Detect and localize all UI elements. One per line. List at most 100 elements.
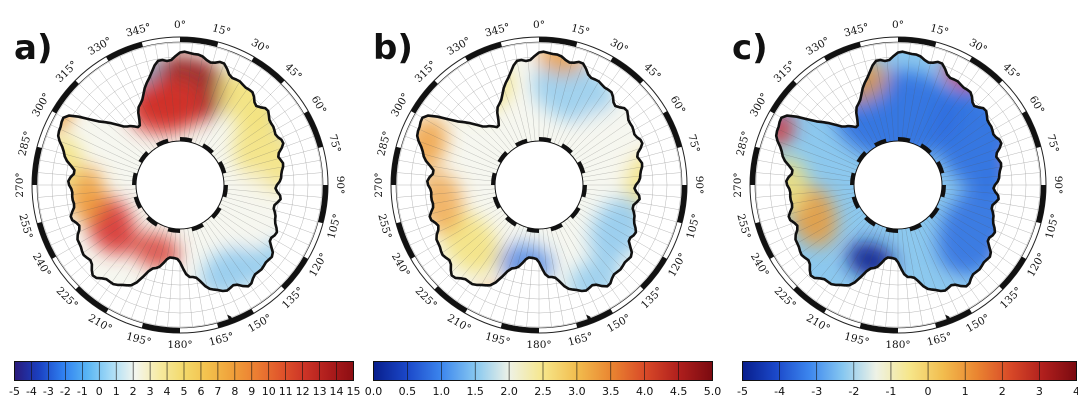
longitude-label: 15° <box>211 22 232 38</box>
longitude-label: 270° <box>14 172 26 197</box>
longitude-label: 105° <box>325 213 343 241</box>
colorbar-c <box>742 361 1077 381</box>
longitude-label: 45° <box>1000 61 1022 83</box>
colorbar-tick-label: 5 <box>180 385 188 398</box>
longitude-label: 75° <box>1044 133 1060 154</box>
longitude-label: 255° <box>375 213 393 241</box>
frame-segment <box>1021 111 1041 149</box>
longitude-label: 195° <box>484 330 512 348</box>
colorbar-tick-label: 12 <box>295 385 310 398</box>
coastline <box>774 50 1003 293</box>
longitude-label: 0° <box>174 19 186 31</box>
colorbar-tick-label: 3.5 <box>602 385 620 398</box>
frame-segment <box>969 56 1003 84</box>
island <box>945 314 952 322</box>
longitude-label: 105° <box>684 213 702 241</box>
colorbar-tick-label: 10 <box>261 385 276 398</box>
colorbar-tick-label: 1 <box>112 385 120 398</box>
colorbar-tick-label: 0 <box>95 385 103 398</box>
colorbar-tick-label: 6 <box>197 385 205 398</box>
longitude-label: 75° <box>326 133 342 154</box>
island <box>227 314 234 322</box>
frame-segment <box>75 286 109 314</box>
longitude-label: 45° <box>641 61 663 83</box>
longitude-label: 255° <box>16 213 34 241</box>
frame-segment <box>610 56 644 84</box>
frame-segment <box>465 42 503 62</box>
longitude-label: 165° <box>567 330 595 348</box>
colorbar-tick-label: -5 <box>737 385 748 398</box>
longitude-label: 15° <box>929 22 950 38</box>
colorbar-tick-label: 14 <box>329 385 344 398</box>
polar-map-c: 0° 15°30°45°60°75°90°105°120°135°150°165°… <box>732 19 1064 351</box>
colorbar-tick-label: 3 <box>146 385 154 398</box>
frame-segment <box>824 42 862 62</box>
colorbar-tick-label: 3.0 <box>568 385 586 398</box>
frame-segment <box>303 111 323 149</box>
colorbar-tick-label: 7 <box>214 385 222 398</box>
frame-segment <box>500 323 540 333</box>
colorbar-tick-label: -1 <box>885 385 897 398</box>
frame-segment <box>575 308 613 328</box>
colorbar-tick-label: 1 <box>961 385 969 398</box>
frame-segment <box>434 286 468 314</box>
frame-segment <box>538 37 578 47</box>
colorbar-gradient <box>742 361 1077 381</box>
longitude-label: 90° <box>693 176 705 195</box>
longitude-label: 60° <box>1027 94 1047 116</box>
panel-b: 0° 15° 30° 45° 60° 75° 90° 105° 120° 135° 150° 165°… <box>359 0 722 403</box>
pole-hole <box>853 140 943 230</box>
frame-segment <box>859 323 899 333</box>
pole-hole <box>494 140 584 230</box>
polar-map-a: 0° 15°30°45°60°75°90°105°120°135°150°165°… <box>14 19 346 351</box>
frame-segment <box>396 221 416 259</box>
island <box>586 314 593 322</box>
longitude-label: 195° <box>125 330 153 348</box>
longitude-label: 195° <box>843 330 871 348</box>
longitude-label: 165° <box>208 330 236 348</box>
colorbar-tick-label: 8 <box>231 385 239 398</box>
colorbar-tick-label: 2.0 <box>500 385 518 398</box>
frame-segment <box>32 146 42 186</box>
colorbar-tick-label: -3 <box>811 385 823 398</box>
longitude-label: 90° <box>334 176 346 195</box>
frame-segment <box>51 80 79 114</box>
longitude-label: 0° <box>533 19 545 31</box>
longitude-label: 105° <box>1043 213 1061 241</box>
longitude-label: 60° <box>309 94 329 116</box>
frame-segment <box>750 146 760 186</box>
longitude-label: 270° <box>732 172 744 197</box>
colorbar-tick-label: 5.0 <box>703 385 722 398</box>
longitude-label: 285° <box>375 130 393 158</box>
longitude-label: 315° <box>772 59 798 85</box>
longitude-label: 75° <box>685 133 701 154</box>
frame-segment <box>179 37 219 47</box>
longitude-label: 270° <box>373 172 385 197</box>
colorbar-tick-label: 4 <box>163 385 171 398</box>
colorbar-tick-label: 9 <box>248 385 256 398</box>
longitude-label: 180° <box>885 339 910 351</box>
colorbar-tick-label: -3 <box>42 385 54 398</box>
frame-segment <box>106 42 144 62</box>
coastline <box>56 50 285 293</box>
frame-segment <box>281 256 309 290</box>
panel-label-b: b) <box>373 28 413 68</box>
colorbar-tick-label: -2 <box>848 385 860 398</box>
frame-segment <box>755 221 775 259</box>
frame-segment <box>662 111 682 149</box>
colorbar-tick-label: 3 <box>1035 385 1043 398</box>
frame-segment <box>318 184 328 224</box>
colorbar-tick-label: -1 <box>76 385 88 398</box>
frame-segment <box>793 286 827 314</box>
coastline <box>415 50 644 293</box>
longitude-label: 45° <box>282 61 304 83</box>
frame-segment <box>677 184 687 224</box>
colorbar-b <box>373 361 713 381</box>
colorbar-tick-label: 2 <box>998 385 1006 398</box>
longitude-label: 0° <box>892 19 904 31</box>
frame-segment <box>999 256 1027 290</box>
frame-segment <box>934 308 972 328</box>
longitude-label: 90° <box>1052 176 1064 195</box>
panel-c: 0° 15° 30° 45° 60° 75° 90° 105° 120° 135° 150° 165°… <box>718 0 1078 403</box>
colorbar-tick-label: 2.5 <box>534 385 552 398</box>
